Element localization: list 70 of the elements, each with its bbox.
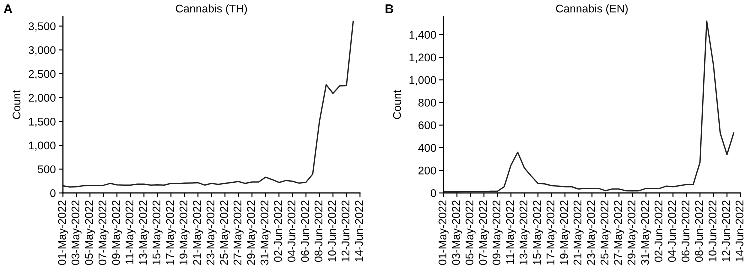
y-tick-label: 200 <box>418 166 436 175</box>
x-tick-label: 21-May-2022 <box>193 200 204 266</box>
y-tick-label: 2,500 <box>28 70 56 80</box>
chart-title: Cannabis (TH) <box>176 4 248 15</box>
x-tick-label: 25-May-2022 <box>220 200 230 266</box>
x-tick-label: 13-May-2022 <box>520 200 530 265</box>
y-tick-label: 3,000 <box>28 46 56 56</box>
x-tick-label: 04-Jun-2022 <box>288 200 296 262</box>
y-tick-label: 600 <box>418 122 436 130</box>
line-series <box>63 20 354 188</box>
text: B <box>386 4 394 14</box>
x-tick-label: 13-May-2022 <box>139 200 150 265</box>
x-tick-label: 10-Jun-2022 <box>708 200 717 262</box>
x-tick-label: 06-Jun-2022 <box>301 200 310 262</box>
y-tick-label: 0 <box>430 189 436 198</box>
x-tick-label: 29-May-2022 <box>628 200 638 266</box>
x-tick-label: 11-May-2022 <box>506 200 516 264</box>
x-tick-label: 15-May-2022 <box>533 200 544 265</box>
x-tick-label: 09-May-2022 <box>112 200 122 266</box>
y-tick-label: 500 <box>38 166 56 174</box>
y-tick-label: 800 <box>418 99 436 107</box>
y-tick-label: 1,000 <box>29 142 56 151</box>
x-tick-label: 27-May-2022 <box>234 200 244 266</box>
x-tick-label: 08-Jun-2022 <box>314 200 323 262</box>
x-tick-label: 15-May-2022 <box>152 200 163 265</box>
y-axis-title: Count <box>393 90 402 120</box>
x-tick-label: 07-May-2022 <box>98 200 109 266</box>
line-series <box>444 20 735 193</box>
x-tick-label: 05-May-2022 <box>85 200 96 266</box>
x-tick-label: 03-May-2022 <box>452 200 462 266</box>
x-tick-label: 29-May-2022 <box>247 200 258 266</box>
x-tick-label: 31-May-2022 <box>641 200 652 266</box>
x-tick-label: 06-Jun-2022 <box>682 200 690 262</box>
x-tick-label: 25-May-2022 <box>600 200 611 266</box>
chart-title: Cannabis (EN) <box>556 4 628 15</box>
x-tick-label: 04-Jun-2022 <box>668 200 676 262</box>
x-tick-label: 17-May-2022 <box>166 200 176 265</box>
x-tick-label: 02-Jun-2022 <box>274 200 282 262</box>
text: A <box>4 4 12 14</box>
x-tick-label: 08-Jun-2022 <box>695 200 704 262</box>
x-tick-label: 12-Jun-2022 <box>722 200 730 262</box>
x-tick-label: 23-May-2022 <box>587 200 598 266</box>
x-tick-label: 17-May-2022 <box>546 200 557 265</box>
x-tick-label: 01-May-2022 <box>58 200 68 266</box>
x-tick-label: 03-May-2022 <box>72 200 82 266</box>
x-tick-label: 11-May-2022 <box>126 200 136 264</box>
x-tick-label: 14-Jun-2022 <box>355 200 364 262</box>
x-tick-label: 21-May-2022 <box>574 200 584 266</box>
y-tick-label: 3,500 <box>28 22 56 32</box>
y-tick-label: 1,200 <box>410 54 436 63</box>
x-tick-label: 31-May-2022 <box>260 200 271 266</box>
y-axis-title: Count <box>12 90 21 120</box>
x-tick-label: 05-May-2022 <box>466 200 476 266</box>
x-tick-label: 09-May-2022 <box>492 200 503 266</box>
x-tick-label: 23-May-2022 <box>206 200 217 266</box>
x-tick-label: 27-May-2022 <box>614 200 624 266</box>
y-tick-label: 1,500 <box>29 118 56 128</box>
y-tick-label: 1,400 <box>410 31 436 40</box>
x-tick-label: 02-Jun-2022 <box>654 200 663 262</box>
x-tick-label: 19-May-2022 <box>560 200 570 265</box>
x-tick-label: 19-May-2022 <box>180 200 190 265</box>
y-tick-label: 400 <box>418 144 436 152</box>
y-tick-label: 1,000 <box>410 76 436 86</box>
x-tick-label: 14-Jun-2022 <box>736 200 744 262</box>
x-tick-label: 12-Jun-2022 <box>342 200 350 262</box>
y-tick-label: 0 <box>50 189 56 198</box>
y-tick-label: 2,000 <box>28 94 56 104</box>
x-tick-label: 10-Jun-2022 <box>328 200 336 262</box>
x-tick-label: 01-May-2022 <box>438 200 449 266</box>
x-tick-label: 07-May-2022 <box>479 200 490 266</box>
